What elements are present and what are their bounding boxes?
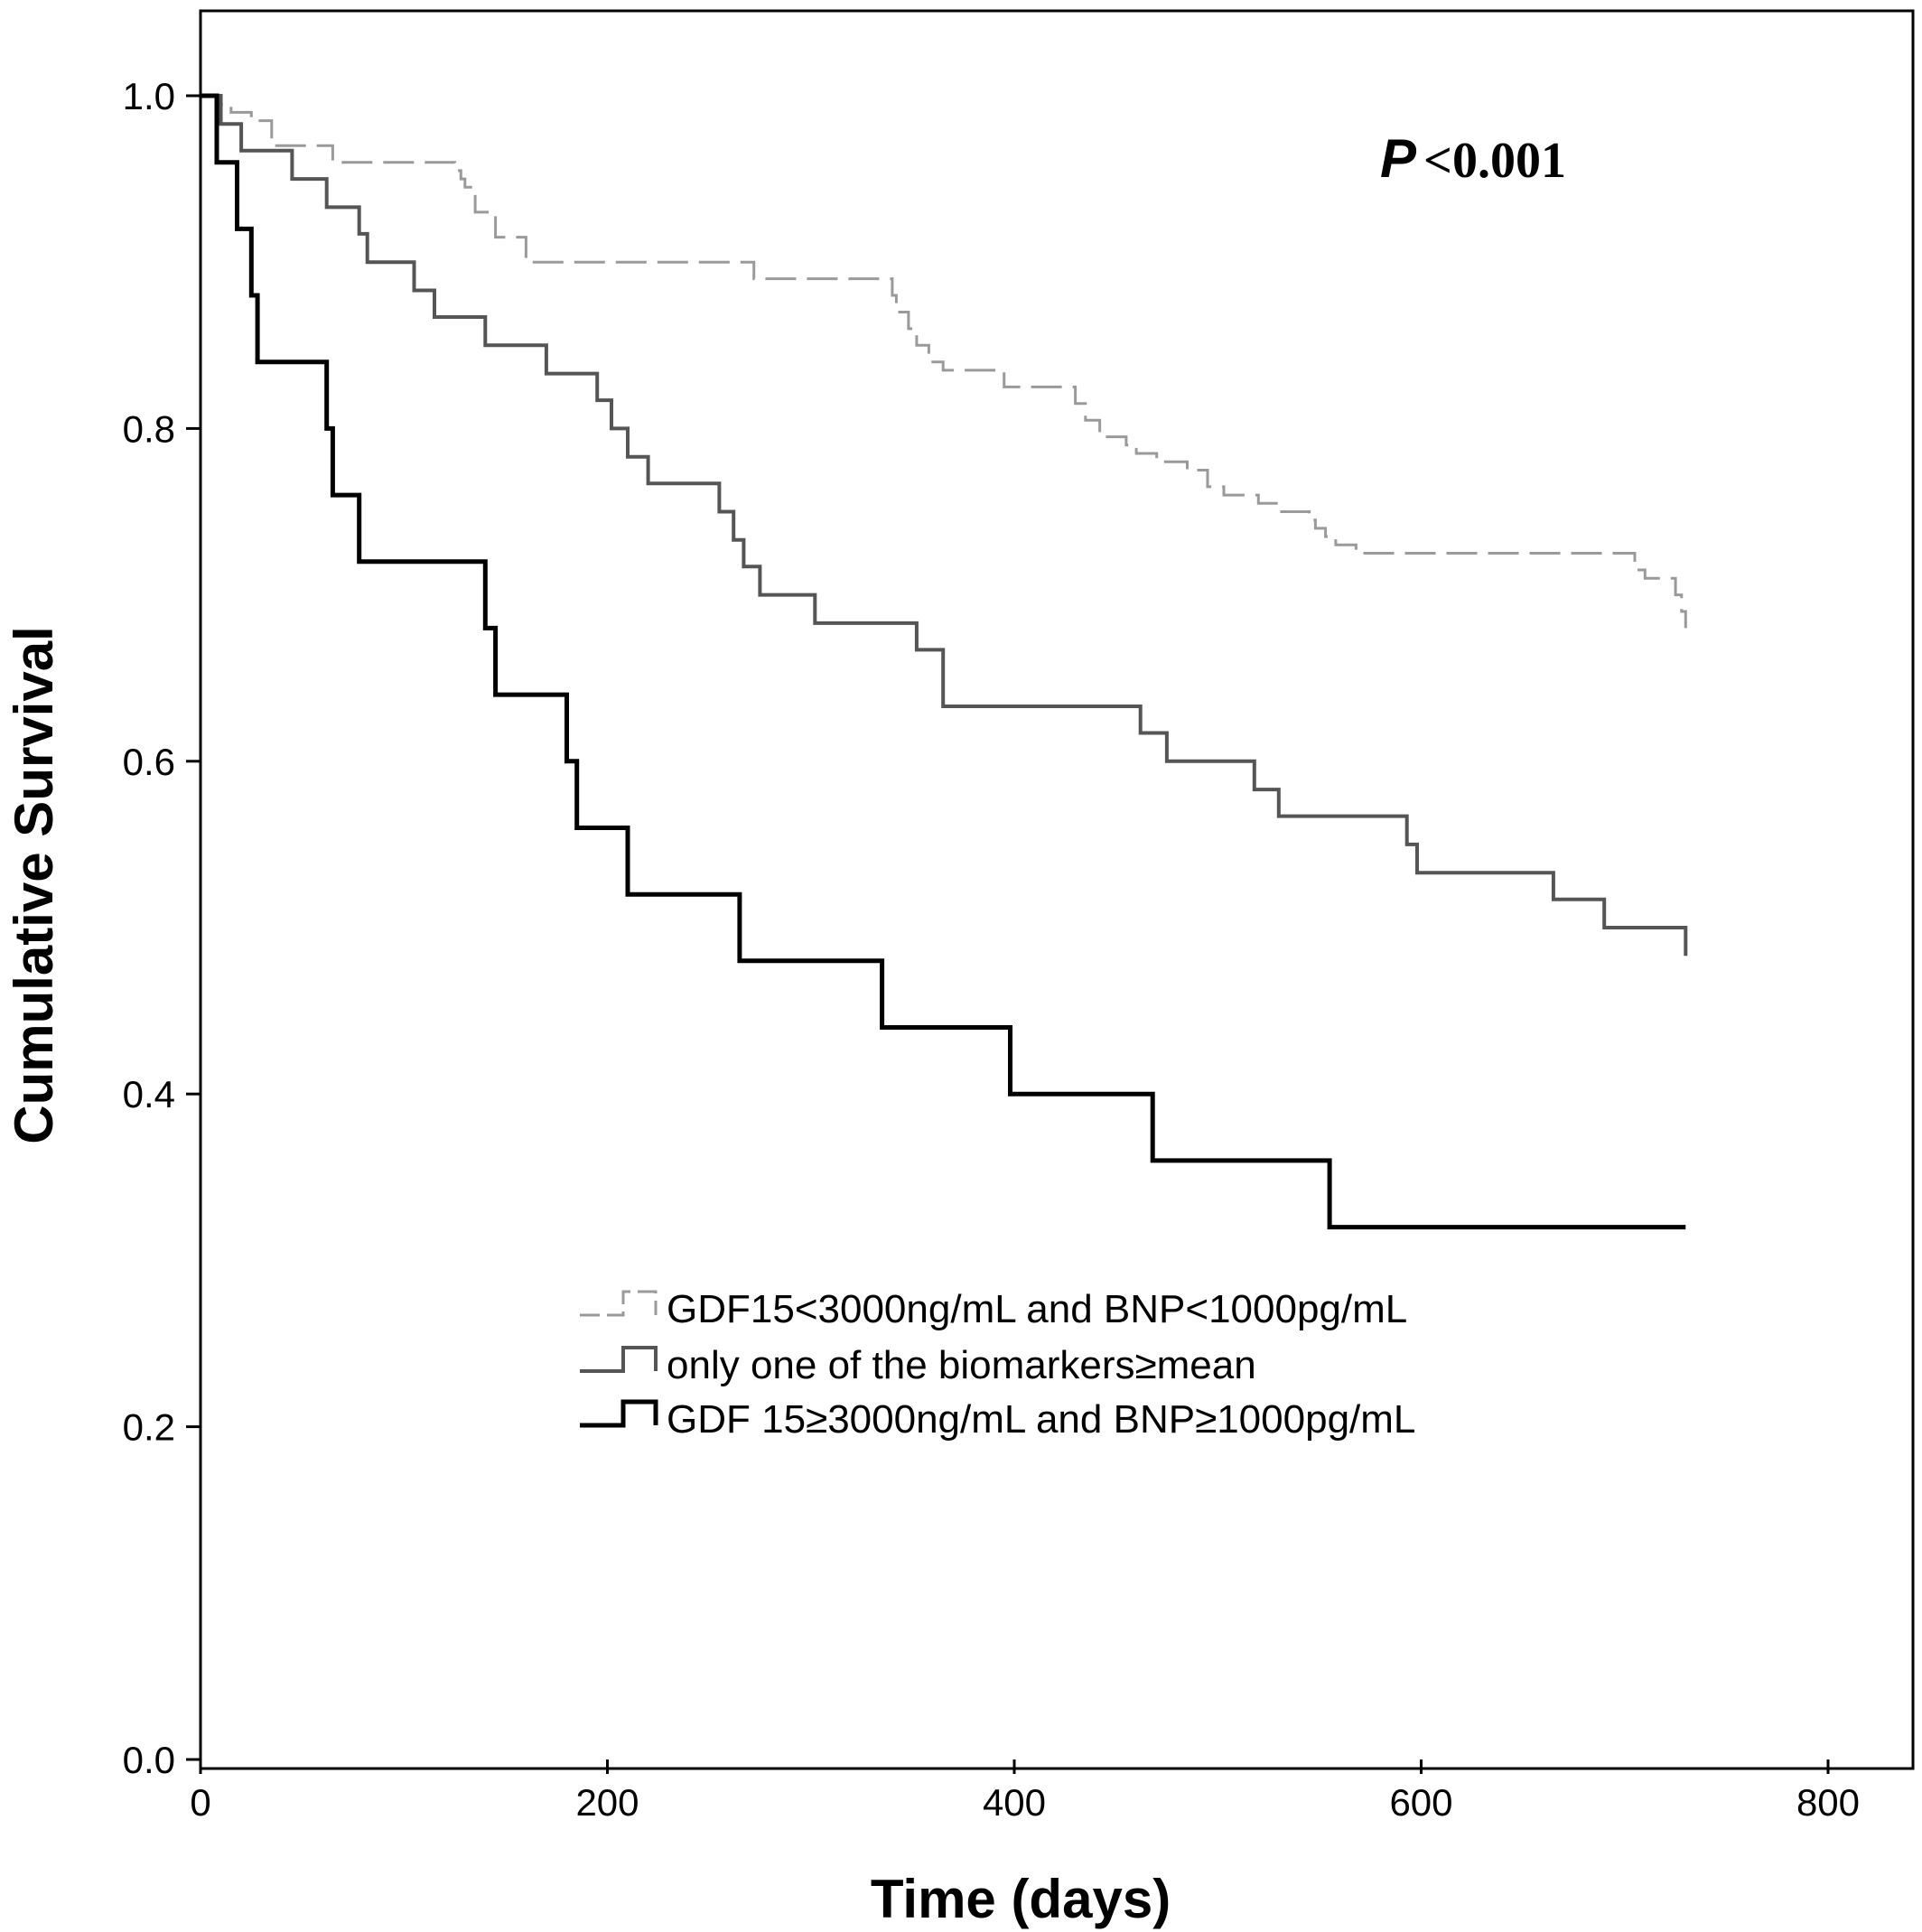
y-tick-label: 0.0: [123, 1739, 175, 1781]
x-tick-label: 0: [190, 1781, 210, 1824]
y-tick-label: 0.6: [123, 741, 175, 783]
legend-label: GDF 15≥3000ng/mL and BNP≥1000pg/mL: [667, 1397, 1415, 1442]
p-value-text: <0.001: [1423, 133, 1566, 189]
y-tick-label: 1.0: [123, 75, 175, 117]
legend-symbol: [580, 1290, 658, 1317]
y-axis-title: Cumulative Survival: [4, 626, 64, 1144]
chart-frame: [199, 9, 1915, 1770]
x-axis-title: Time (days): [871, 1869, 1171, 1929]
x-tick-label: 400: [983, 1781, 1046, 1824]
survival-curve-line: [201, 93, 1686, 1230]
legend-symbol: [580, 1346, 658, 1373]
series-layer: [201, 93, 1688, 1230]
p-value-annotation: P <0.001: [1380, 128, 1566, 189]
legend-label: GDF15<3000ng/mL and BNP<1000pg/mL: [667, 1287, 1407, 1331]
legend: GDF15<3000ng/mL and BNP<1000pg/mL only on…: [580, 1287, 1415, 1442]
y-tick-label: 0.2: [123, 1406, 175, 1449]
y-tick-label: 0.8: [123, 407, 175, 450]
survival-curve-line: [201, 94, 1688, 957]
legend-label: only one of the biomarkers≥mean: [667, 1343, 1256, 1387]
legend-symbol: [580, 1399, 658, 1428]
x-tick-label: 800: [1796, 1781, 1860, 1824]
x-tick-label: 200: [575, 1781, 639, 1824]
axes: 0 200 400 600 800 0.0 0.2 0.4 0.6 0.8 1.0: [123, 75, 1860, 1824]
p-value-italic: P: [1380, 128, 1417, 189]
y-tick-label: 0.4: [123, 1073, 175, 1115]
survival-curve-line: [201, 94, 1687, 629]
x-tick-label: 600: [1389, 1781, 1452, 1824]
